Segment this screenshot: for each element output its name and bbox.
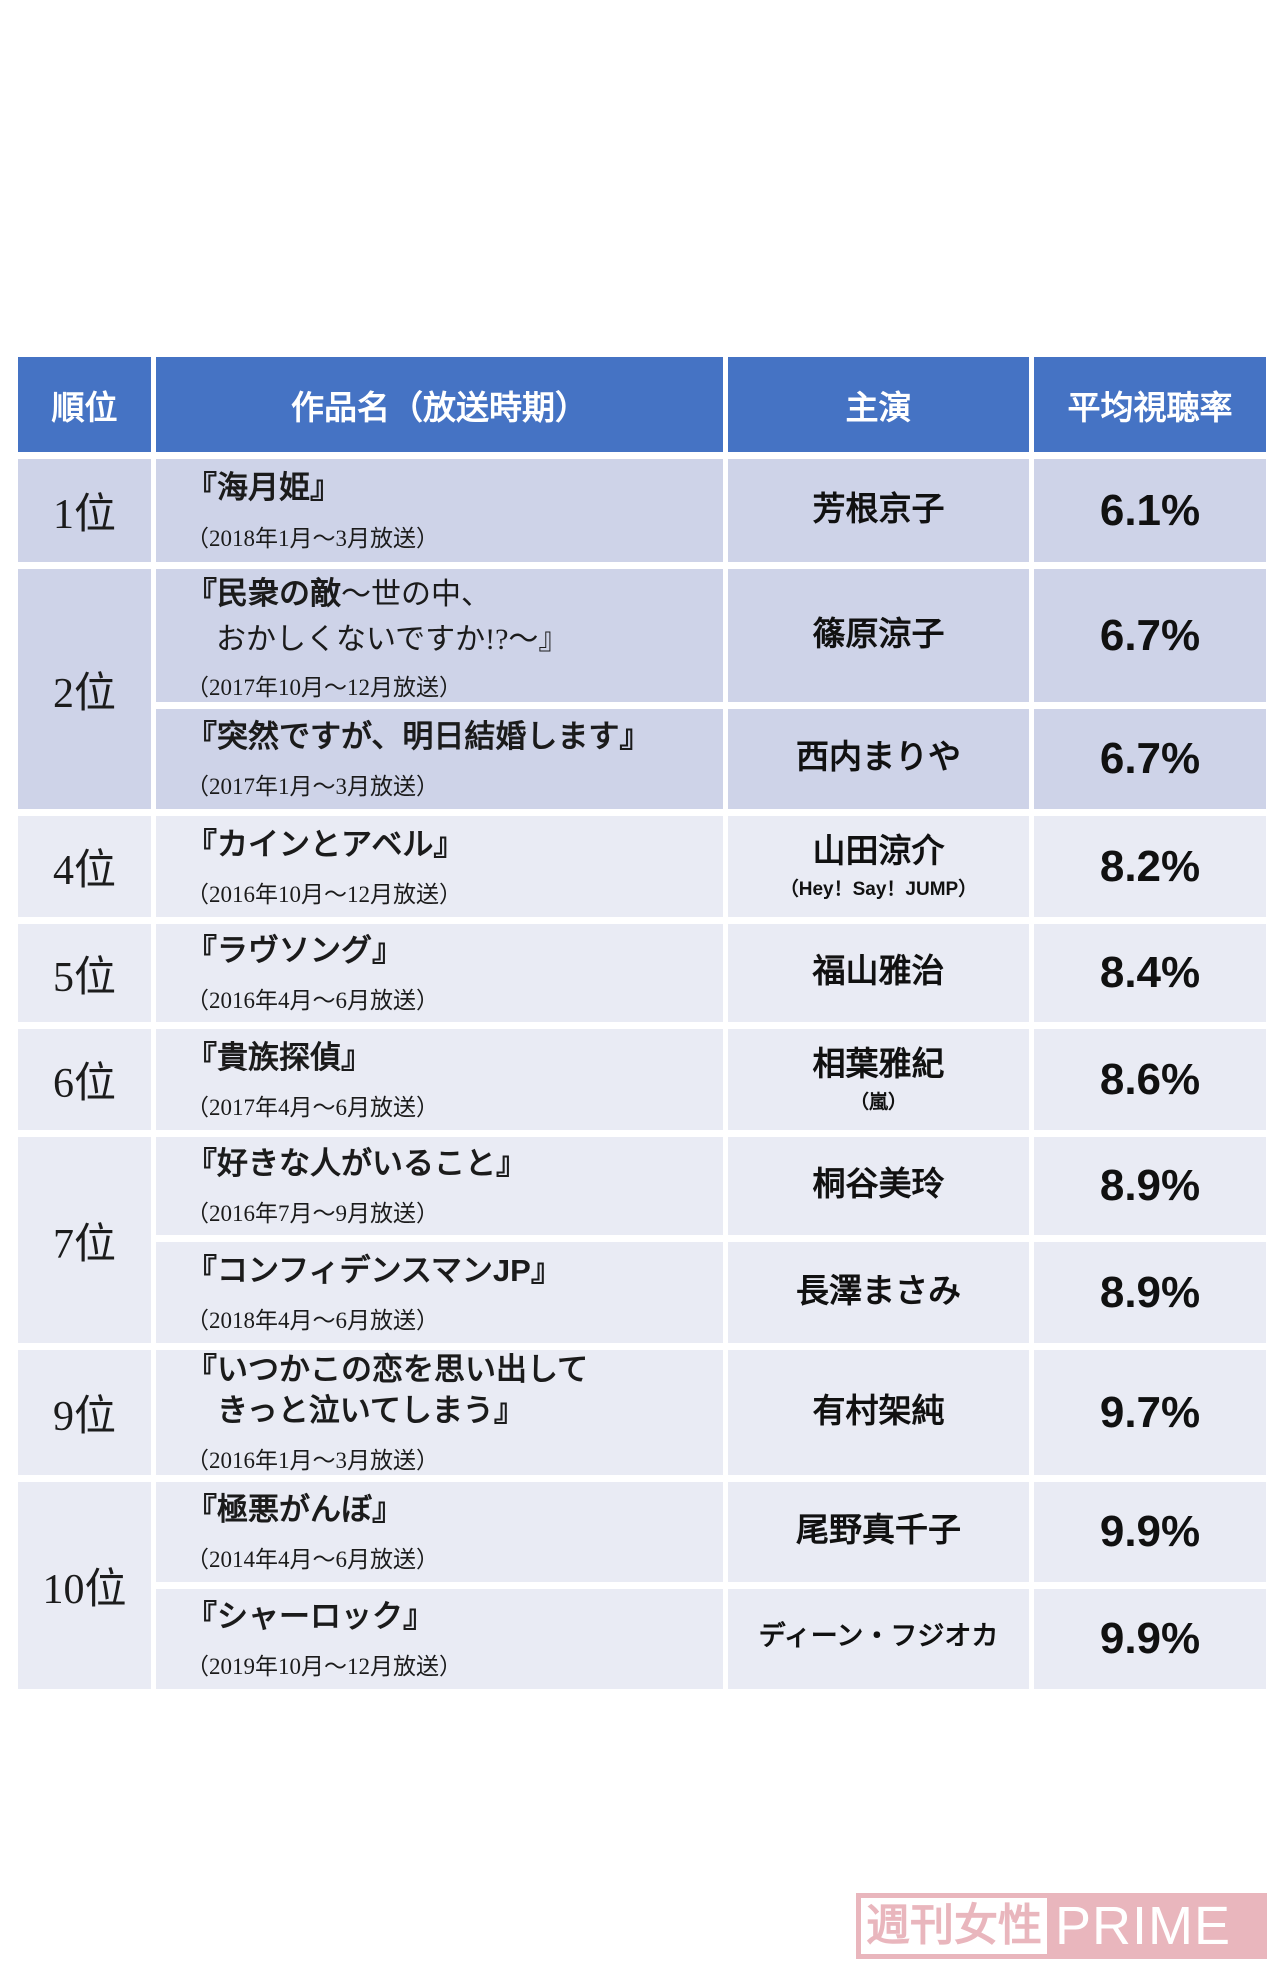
star-cell: 尾野真千子 [728, 1481, 1034, 1589]
column-header-rank: 順位 [18, 357, 156, 459]
table-row: 6位 『貴族探偵』 （2017年4月～6月放送） 相葉雅紀 （嵐） 8.6% [18, 1029, 1266, 1138]
broadcast-period: （2017年10月～12月放送） [186, 675, 462, 701]
title-text: 『カインとアベル』 [186, 826, 465, 862]
rating-cell: 9.9% [1034, 1481, 1266, 1589]
title-text: 『ラヴソング』 [186, 933, 403, 969]
title-cell: 『好きな人がいること』 （2016年7月～9月放送） [156, 1137, 728, 1243]
title-text: 『貴族探偵』 [186, 1039, 372, 1075]
star-cell: 桐谷美玲 [728, 1137, 1034, 1243]
title-cell: 『シャーロック』 （2019年10月～12月放送） [156, 1588, 728, 1696]
logo-kanji-text: 週刊女性 [866, 1901, 1042, 1950]
star-cell: 芳根京子 [728, 459, 1034, 569]
table-row: 2位 『民衆の敵～世の中、 おかしくないですか!?～』 （2017年10月～12… [18, 569, 1266, 817]
broadcast-period: （2014年4月～6月放送） [186, 1547, 439, 1573]
rating-cell: 8.9% [1034, 1242, 1266, 1351]
table-row: 『シャーロック』 （2019年10月～12月放送） ディーン・フジオカ 9.9% [18, 1588, 1266, 1696]
star-cell: 福山雅治 [728, 924, 1034, 1030]
title-cell: 『貴族探偵』 （2017年4月～6月放送） [156, 1029, 728, 1138]
rank-cell: 2位 [18, 569, 156, 817]
title-text: 『コンフィデンスマンJP』 [186, 1252, 562, 1288]
table-row: 4位 『カインとアベル』 （2016年10月～12月放送） 山田涼介 （Hey！… [18, 816, 1266, 925]
rating-cell: 6.7% [1034, 709, 1266, 817]
broadcast-period: （2018年4月～6月放送） [186, 1307, 439, 1333]
title-cell: 『コンフィデンスマンJP』 （2018年4月～6月放送） [156, 1242, 728, 1351]
broadcast-period: （2017年1月～3月放送） [186, 774, 439, 800]
rank-cell: 4位 [18, 816, 156, 925]
title-text: 『民衆の敵 [186, 576, 341, 611]
drama-ranking-table: 順位 作品名（放送時期） 主演 平均視聴率 1位 『海月姫』 （2018年1月～… [18, 357, 1266, 1696]
column-header-rating: 平均視聴率 [1034, 357, 1266, 459]
rating-cell: 8.2% [1034, 816, 1266, 925]
broadcast-period: （2019年10月～12月放送） [186, 1654, 462, 1680]
star-cell: 有村架純 [728, 1350, 1034, 1482]
star-name: 西内まりや [796, 738, 961, 776]
table-row: 9位 『いつかこの恋を思い出して きっと泣いてしまう』 （2016年1月～3月放… [18, 1350, 1266, 1482]
title-text: 『シャーロック』 [186, 1598, 434, 1634]
rating-cell: 8.9% [1034, 1137, 1266, 1243]
title-subtext: ～世の中、 おかしくないですか!?～』 [215, 578, 569, 657]
star-cell: 篠原涼子 [728, 569, 1034, 710]
broadcast-period: （2018年1月～3月放送） [186, 525, 439, 551]
star-name: 有村架純 [812, 1391, 945, 1429]
rating-cell: 6.1% [1034, 459, 1266, 569]
rank-cell: 1位 [18, 459, 156, 569]
rating-cell: 8.4% [1034, 924, 1266, 1030]
rank-cell: 10位 [18, 1481, 156, 1696]
star-name: ディーン・フジオカ [758, 1621, 999, 1652]
column-header-title: 作品名（放送時期） [156, 357, 728, 459]
star-cell: 山田涼介 （Hey！Say！JUMP） [728, 816, 1034, 925]
table-row: 1位 『海月姫』 （2018年1月～3月放送） 芳根京子 6.1% [18, 459, 1266, 569]
title-cell: 『いつかこの恋を思い出して きっと泣いてしまう』 （2016年1月～3月放送） [156, 1350, 728, 1482]
title-cell: 『カインとアベル』 （2016年10月～12月放送） [156, 816, 728, 925]
star-name: 相葉雅紀 [812, 1045, 945, 1083]
star-name: 尾野真千子 [796, 1510, 961, 1548]
rating-cell: 6.7% [1034, 569, 1266, 710]
table-row: 5位 『ラヴソング』 （2016年4月～6月放送） 福山雅治 8.4% [18, 924, 1266, 1030]
title-text: 『突然ですが、明日結婚します』 [186, 719, 651, 755]
rank-cell: 7位 [18, 1137, 156, 1351]
star-name: 芳根京子 [812, 489, 945, 527]
star-note: （Hey！Say！JUMP） [779, 879, 978, 901]
title-cell: 『海月姫』 （2018年1月～3月放送） [156, 459, 728, 569]
star-name: 篠原涼子 [812, 614, 945, 652]
rating-cell: 9.9% [1034, 1588, 1266, 1696]
broadcast-period: （2016年7月～9月放送） [186, 1201, 439, 1227]
title-text: 『いつかこの恋を思い出して きっと泣いてしまう』 [186, 1352, 589, 1428]
star-name: 長澤まさみ [796, 1271, 961, 1309]
rank-cell: 5位 [18, 924, 156, 1030]
broadcast-period: （2016年4月～6月放送） [186, 988, 439, 1014]
table-header-row: 順位 作品名（放送時期） 主演 平均視聴率 [18, 357, 1266, 459]
star-cell: 西内まりや [728, 709, 1034, 817]
rank-cell: 9位 [18, 1350, 156, 1482]
broadcast-period: （2017年4月～6月放送） [186, 1094, 439, 1120]
logo-kanji-box: 週刊女性 [861, 1898, 1047, 1954]
rating-cell: 9.7% [1034, 1350, 1266, 1482]
star-name: 山田涼介 [812, 832, 945, 870]
logo-prime-text: PRIME [1055, 1896, 1232, 1956]
title-cell: 『民衆の敵～世の中、 おかしくないですか!?～』 （2017年10月～12月放送… [156, 569, 728, 710]
star-note: （嵐） [849, 1092, 907, 1114]
title-cell: 『突然ですが、明日結婚します』 （2017年1月～3月放送） [156, 709, 728, 817]
table-row: 7位 『好きな人がいること』 （2016年7月～9月放送） 桐谷美玲 8.9% [18, 1137, 1266, 1351]
shukan-josei-prime-logo: 週刊女性 PRIME [856, 1893, 1267, 1959]
broadcast-period: （2016年10月～12月放送） [186, 881, 462, 907]
star-cell: ディーン・フジオカ [728, 1588, 1034, 1696]
star-cell: 長澤まさみ [728, 1242, 1034, 1351]
star-cell: 相葉雅紀 （嵐） [728, 1029, 1034, 1138]
title-text: 『好きな人がいること』 [186, 1146, 527, 1182]
table-row: 『突然ですが、明日結婚します』 （2017年1月～3月放送） 西内まりや 6.7… [18, 709, 1266, 817]
table-row: 『コンフィデンスマンJP』 （2018年4月～6月放送） 長澤まさみ 8.9% [18, 1242, 1266, 1351]
broadcast-period: （2016年1月～3月放送） [186, 1447, 439, 1473]
title-cell: 『ラヴソング』 （2016年4月～6月放送） [156, 924, 728, 1030]
rating-cell: 8.6% [1034, 1029, 1266, 1138]
rank-cell: 6位 [18, 1029, 156, 1138]
column-header-star: 主演 [728, 357, 1034, 459]
star-name: 福山雅治 [812, 952, 945, 990]
title-cell: 『極悪がんぼ』 （2014年4月～6月放送） [156, 1481, 728, 1589]
title-text: 『極悪がんぼ』 [186, 1491, 403, 1527]
title-text: 『海月姫』 [186, 470, 341, 506]
star-name: 桐谷美玲 [812, 1165, 945, 1203]
table-row: 10位 『極悪がんぼ』 （2014年4月～6月放送） 尾野真千子 9.9% [18, 1481, 1266, 1696]
